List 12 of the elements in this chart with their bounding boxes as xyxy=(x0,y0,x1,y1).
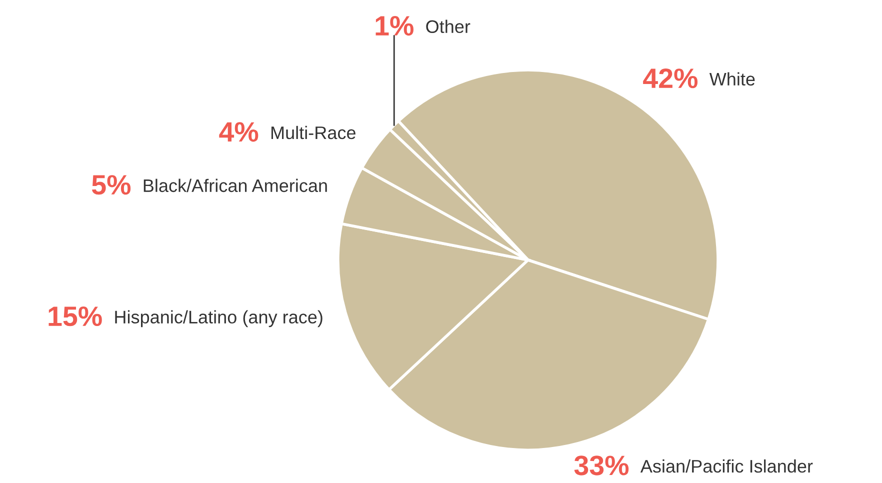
slice-label: Hispanic/Latino (any race) xyxy=(115,310,322,328)
slice-label: Asian/Pacific Islander xyxy=(640,459,813,473)
data-label: 42% xyxy=(643,68,698,88)
slice-label: Other xyxy=(426,20,470,34)
data-label: 4% xyxy=(219,122,258,142)
data-label: 5% xyxy=(92,175,131,195)
data-label: 15% xyxy=(48,306,102,326)
slice-label: Black/African American xyxy=(144,178,327,192)
slice-label: White xyxy=(709,72,755,86)
data-label: 1% xyxy=(376,16,414,36)
slice-label: Multi-Race xyxy=(271,126,356,140)
data-label: 33% xyxy=(574,456,629,476)
